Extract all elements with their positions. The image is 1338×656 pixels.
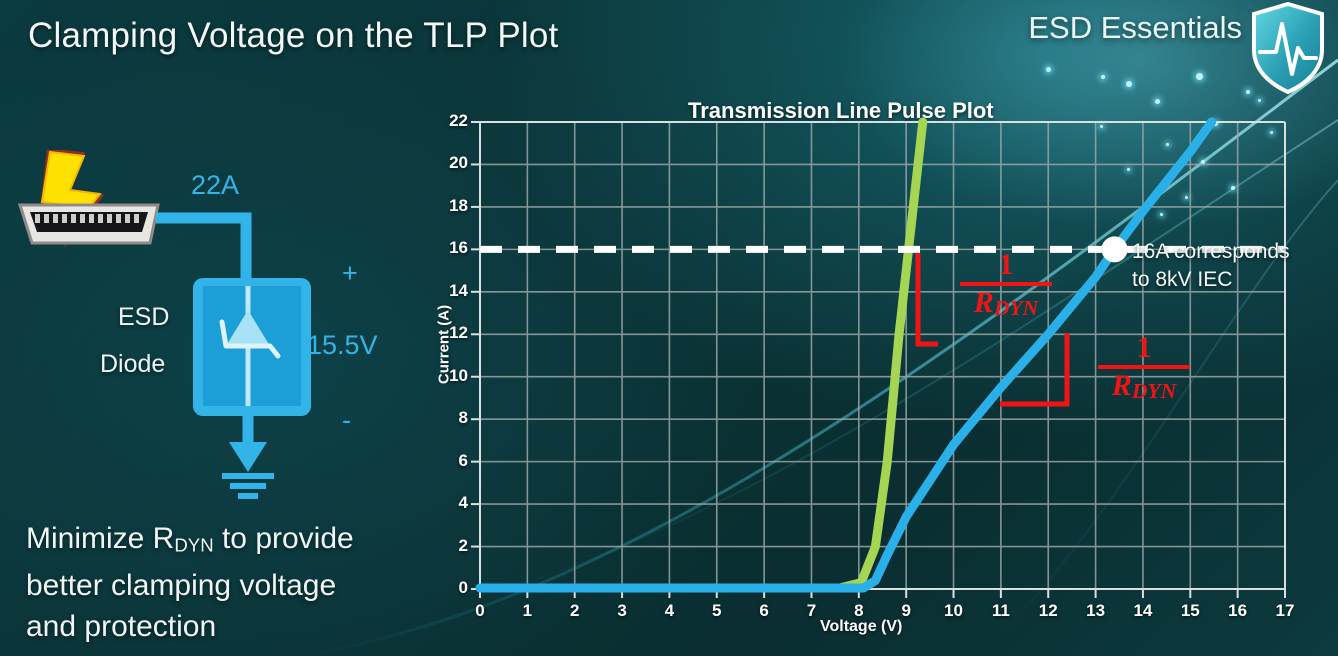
y-tick-label: 6 bbox=[458, 450, 468, 470]
x-tick-label: 5 bbox=[712, 601, 722, 620]
fraction-denominator-base: R bbox=[973, 286, 994, 319]
caption-text: Minimize RDYN to provide better clamping… bbox=[26, 518, 456, 647]
x-tick-label: 13 bbox=[1086, 601, 1106, 620]
x-tick-label: 16 bbox=[1228, 601, 1248, 620]
star-particle bbox=[1201, 160, 1205, 164]
star-particle bbox=[1155, 99, 1160, 104]
x-tick-label: 2 bbox=[569, 601, 580, 620]
slope-annotation-low-rdyn: 1 RDYN bbox=[950, 250, 1062, 324]
fraction-denominator: RDYN bbox=[950, 287, 1062, 324]
x-tick-label: 9 bbox=[901, 601, 911, 620]
y-tick-label: 10 bbox=[449, 365, 468, 385]
shield-pulse-icon bbox=[1252, 1, 1324, 95]
fraction-denominator-sub: DYN bbox=[993, 296, 1039, 321]
fraction-bar bbox=[960, 282, 1052, 286]
x-tick-label: 10 bbox=[944, 601, 963, 620]
esd-diode-label-line2: Diode bbox=[100, 350, 166, 378]
y-tick-label: 0 bbox=[458, 578, 468, 597]
y-tick-label: 2 bbox=[458, 535, 468, 555]
x-tick-label: 17 bbox=[1275, 601, 1295, 620]
tlp-chart: Transmission Line Pulse Plot Current (A)… bbox=[420, 90, 1338, 656]
x-tick-label: 6 bbox=[759, 601, 769, 620]
y-tick-label: 18 bbox=[449, 195, 468, 215]
esd-diode-label-line1: ESD bbox=[118, 303, 170, 331]
series-low-rdyn-device bbox=[475, 117, 928, 593]
page-title: Clamping Voltage on the TLP Plot bbox=[28, 16, 559, 55]
fraction-denominator-base: R bbox=[1111, 369, 1132, 402]
x-tick-label: 1 bbox=[522, 601, 533, 620]
ground-symbol-icon bbox=[222, 416, 274, 499]
caption-line1-sub: DYN bbox=[174, 534, 214, 556]
star-particle bbox=[1126, 81, 1132, 87]
star-particle bbox=[1185, 196, 1188, 199]
y-tick-label: 4 bbox=[458, 493, 468, 513]
x-tick-label: 0 bbox=[475, 601, 485, 620]
x-tick-label: 8 bbox=[854, 601, 864, 620]
iec-callout-line1: 16A corresponds bbox=[1132, 240, 1290, 263]
star-particle bbox=[1101, 75, 1105, 79]
iec-callout: 16A corresponds to 8kV IEC bbox=[1132, 238, 1290, 294]
x-tick-label: 7 bbox=[806, 601, 817, 620]
y-tick-label: 20 bbox=[449, 153, 468, 173]
clamping-point-marker bbox=[1101, 236, 1128, 263]
star-particle bbox=[1127, 168, 1130, 171]
current-label: 22A bbox=[191, 170, 240, 200]
x-tick-label: 11 bbox=[991, 601, 1010, 620]
chart-title: Transmission Line Pulse Plot bbox=[688, 98, 994, 123]
star-particle bbox=[1046, 67, 1051, 72]
hdmi-connector-icon bbox=[17, 203, 160, 245]
circuit-diagram bbox=[17, 150, 311, 499]
caption-line1-a: Minimize R bbox=[26, 522, 175, 555]
series-high-rdyn-device bbox=[475, 117, 1217, 593]
chart-plot-area bbox=[471, 117, 1286, 598]
caption-line3: and protection bbox=[26, 610, 217, 644]
fraction-denominator: RDYN bbox=[1088, 370, 1200, 407]
x-tick-label: 3 bbox=[617, 601, 627, 620]
x-tick-label: 12 bbox=[1038, 601, 1058, 620]
caption-line2: better clamping voltage bbox=[26, 569, 337, 603]
star-particle bbox=[1258, 99, 1261, 102]
polarity-minus-label: - bbox=[342, 405, 351, 435]
polarity-plus-label: + bbox=[342, 258, 358, 288]
fraction-denominator-sub: DYN bbox=[1131, 379, 1177, 404]
slope-marker-low-rdyn bbox=[915, 253, 938, 347]
x-tick-label: 15 bbox=[1180, 601, 1200, 620]
tvs-diode-icon bbox=[193, 278, 311, 416]
star-particle bbox=[1196, 73, 1203, 80]
slope-annotation-high-rdyn: 1 RDYN bbox=[1088, 333, 1200, 407]
y-tick-label: 12 bbox=[449, 323, 468, 343]
star-particle bbox=[1166, 143, 1169, 146]
fraction-bar bbox=[1098, 365, 1190, 369]
circuit-wires bbox=[156, 212, 252, 278]
fraction-numerator: 1 bbox=[998, 248, 1014, 281]
y-tick-label: 16 bbox=[449, 238, 468, 258]
iec-callout-line2: to 8kV IEC bbox=[1132, 268, 1233, 291]
caption-line1-b: to provide bbox=[213, 522, 354, 555]
chart-series bbox=[475, 117, 1217, 593]
chart-axes bbox=[479, 121, 1286, 590]
brand-label: ESD Essentials bbox=[1028, 10, 1242, 45]
star-particle bbox=[1270, 131, 1273, 134]
slope-marker-high-rdyn bbox=[1000, 333, 1070, 407]
star-particle bbox=[1100, 125, 1103, 128]
y-tick-label: 22 bbox=[449, 111, 468, 130]
star-particle bbox=[1160, 213, 1163, 216]
star-particle bbox=[1246, 90, 1250, 94]
y-tick-label: 14 bbox=[449, 280, 468, 300]
y-tick-label: 8 bbox=[458, 408, 468, 428]
x-tick-label: 4 bbox=[664, 601, 675, 620]
fraction-numerator: 1 bbox=[1136, 331, 1152, 364]
x-tick-label: 14 bbox=[1133, 601, 1153, 620]
chart-x-axis-label: Voltage (V) bbox=[820, 618, 903, 635]
voltage-label: 15.5V bbox=[307, 330, 378, 360]
star-particle bbox=[1231, 186, 1235, 190]
